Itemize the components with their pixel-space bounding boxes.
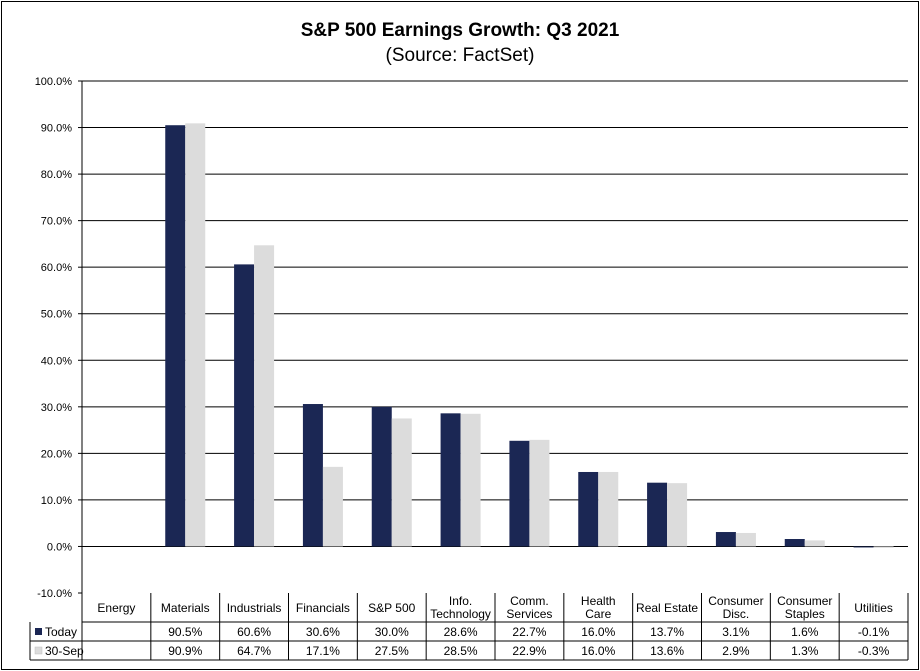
chart-title: S&P 500 Earnings Growth: Q3 2021 xyxy=(301,20,620,41)
data-label: 17.1% xyxy=(306,644,340,658)
data-label: 1.6% xyxy=(791,625,819,639)
y-tick-label: -10.0% xyxy=(37,588,72,600)
bar-today-5 xyxy=(440,413,461,547)
data-label: 13.7% xyxy=(650,625,684,639)
data-label: 22.9% xyxy=(512,644,546,658)
data-label: 22.7% xyxy=(512,625,546,639)
category-label: Health xyxy=(581,594,616,608)
bars xyxy=(165,123,894,548)
y-tick-label: 60.0% xyxy=(41,262,72,274)
y-tick-label: 80.0% xyxy=(41,169,72,181)
bar-today-11 xyxy=(853,546,874,548)
data-label: 64.7% xyxy=(237,644,271,658)
category-label: Comm. xyxy=(510,594,549,608)
category-label: Financials xyxy=(296,601,350,615)
data-label: 90.9% xyxy=(168,644,202,658)
y-tick-label: 40.0% xyxy=(41,355,72,367)
category-label: S&P 500 xyxy=(368,601,415,615)
data-label: 30.6% xyxy=(306,625,340,639)
data-label: 60.6% xyxy=(237,625,271,639)
bar-30-sep-9 xyxy=(735,532,756,547)
category-label: Disc. xyxy=(723,607,750,621)
data-label: 16.0% xyxy=(581,625,615,639)
category-label: Info. xyxy=(449,594,472,608)
category-label: Services xyxy=(506,607,552,621)
bar-today-10 xyxy=(784,539,805,547)
legend-label: Today xyxy=(45,625,77,639)
category-label: Staples xyxy=(785,607,825,621)
data-label: 28.5% xyxy=(444,644,478,658)
legend-label: 30-Sep xyxy=(45,644,84,658)
y-tick-label: 30.0% xyxy=(41,402,72,414)
bar-30-sep-3 xyxy=(322,466,343,547)
data-table: Energy Materials Industrials Financials S&P … xyxy=(29,593,909,661)
data-label: 3.1% xyxy=(722,625,750,639)
bar-today-8 xyxy=(647,482,668,547)
bar-30-sep-4 xyxy=(391,418,412,547)
bar-today-4 xyxy=(371,406,392,547)
bar-today-6 xyxy=(509,440,530,547)
category-label: Materials xyxy=(161,601,210,615)
bar-30-sep-2 xyxy=(254,245,275,547)
bar-today-2 xyxy=(234,264,255,547)
data-label: -0.1% xyxy=(858,625,890,639)
data-label: 30.0% xyxy=(375,625,409,639)
data-label: 13.6% xyxy=(650,644,684,658)
data-label: 2.9% xyxy=(722,644,750,658)
y-tick-label: 70.0% xyxy=(41,216,72,228)
category-label: Technology xyxy=(430,607,491,621)
data-label: 28.6% xyxy=(444,625,478,639)
bar-today-3 xyxy=(302,404,323,547)
chart-subtitle: (Source: FactSet) xyxy=(386,45,535,66)
bar-30-sep-10 xyxy=(804,540,825,547)
bar-today-1 xyxy=(165,125,186,547)
bar-30-sep-1 xyxy=(185,123,206,547)
y-tick-label: 100.0% xyxy=(35,76,73,88)
category-label: Energy xyxy=(97,601,135,615)
category-label: Real Estate xyxy=(636,601,698,615)
legend-swatch xyxy=(34,646,43,655)
y-tick-label: 20.0% xyxy=(41,448,72,460)
bar-30-sep-8 xyxy=(667,483,688,547)
gridlines xyxy=(78,80,908,594)
bar-today-7 xyxy=(578,471,599,547)
y-tick-label: 90.0% xyxy=(41,123,72,135)
bar-30-sep-6 xyxy=(529,439,550,547)
category-label: Utilities xyxy=(854,601,893,615)
category-label: Industrials xyxy=(227,601,282,615)
category-label: Care xyxy=(585,607,611,621)
y-tick-label: 10.0% xyxy=(41,495,72,507)
data-label: 27.5% xyxy=(375,644,409,658)
bar-30-sep-11 xyxy=(873,546,894,548)
y-tick-label: 0.0% xyxy=(47,541,72,553)
category-label: Consumer xyxy=(777,594,832,608)
y-axis-ticks: 100.0% 90.0% 80.0% 70.0% 60.0% 50.0% 40.0% 30.0… xyxy=(35,76,73,600)
bar-30-sep-5 xyxy=(460,413,481,547)
bar-today-9 xyxy=(715,532,736,547)
data-label: 90.5% xyxy=(168,625,202,639)
legend-swatch xyxy=(35,628,42,635)
category-label: Consumer xyxy=(708,594,763,608)
bar-30-sep-7 xyxy=(598,471,619,547)
data-label: 16.0% xyxy=(581,644,615,658)
y-tick-label: 50.0% xyxy=(41,309,72,321)
data-label: 1.3% xyxy=(791,644,819,658)
data-label: -0.3% xyxy=(858,644,890,658)
